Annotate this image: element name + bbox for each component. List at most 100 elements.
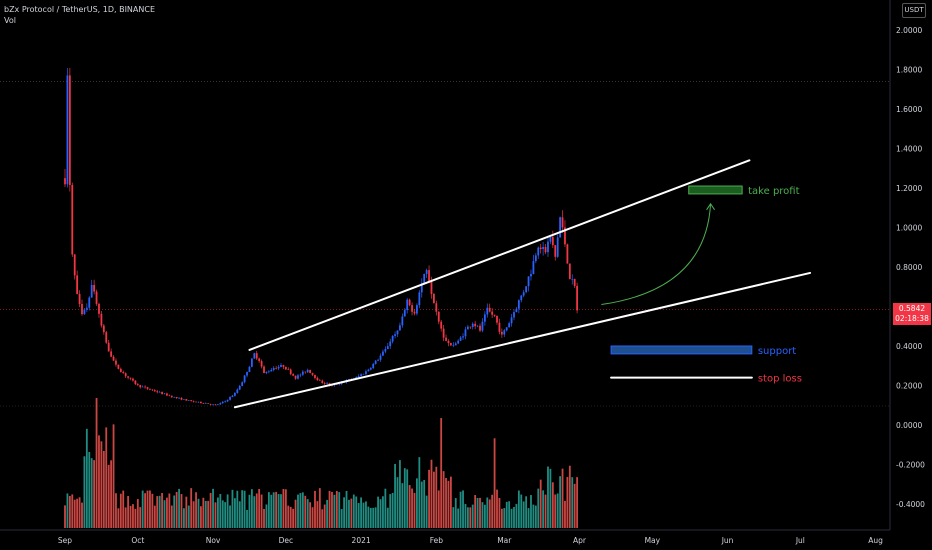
volume-bar	[170, 505, 173, 528]
candle-body	[568, 263, 571, 280]
volume-bar	[299, 493, 302, 528]
volume-bar	[139, 507, 142, 528]
candle-body	[267, 371, 270, 373]
volume-bar	[530, 495, 532, 528]
volume-bar	[270, 494, 273, 528]
time-tick-label: Jul	[795, 536, 805, 545]
candle-body	[85, 307, 88, 310]
volume-bar	[445, 478, 447, 528]
volume-bar	[399, 460, 401, 528]
candle-body	[479, 325, 481, 331]
volume-bar	[81, 502, 83, 528]
candle-body	[224, 401, 227, 402]
volume-bar	[219, 493, 222, 528]
candle-body	[508, 323, 511, 328]
candle-body	[532, 261, 535, 274]
volume-bar	[85, 428, 88, 528]
stop-loss-label: stop loss	[758, 374, 802, 385]
volume-bar	[513, 507, 515, 528]
candle-body	[493, 314, 496, 316]
volume-bar	[129, 505, 132, 528]
volume-bar	[282, 488, 285, 528]
volume-bar	[338, 492, 341, 528]
volume-bar	[525, 496, 528, 528]
volume-bar	[520, 494, 523, 528]
volume-indicator-label[interactable]: Vol	[4, 16, 16, 25]
candle-body	[289, 369, 292, 375]
volume-bar	[277, 494, 280, 528]
candle-body	[530, 273, 532, 277]
volume-bar	[263, 509, 265, 528]
volume-bar	[559, 476, 562, 528]
volume-bar	[547, 466, 549, 528]
candle-body	[248, 366, 251, 373]
candle-body	[452, 345, 455, 346]
candle-body	[491, 311, 494, 315]
volume-bar	[374, 507, 377, 528]
volume-bar	[418, 457, 421, 528]
candle-body	[134, 380, 137, 385]
volume-bar	[551, 482, 554, 528]
volume-bar	[209, 492, 212, 528]
candle-body	[321, 380, 324, 383]
volume-bar	[100, 441, 103, 528]
symbol-title[interactable]: bZx Protocol / TetherUS, 1D, BINANCE	[4, 5, 156, 14]
chart-legend: bZx Protocol / TetherUS, 1D, BINANCE Vol	[4, 4, 155, 26]
volume-bar	[408, 485, 411, 528]
candle-body	[539, 247, 542, 250]
volume-bar	[102, 451, 105, 528]
candle-body	[576, 285, 578, 311]
volume-bar	[515, 503, 518, 528]
volume-bar	[459, 491, 462, 528]
time-tick-label: Aug	[868, 536, 883, 545]
volume-bar	[394, 463, 396, 528]
candle-body	[212, 404, 214, 406]
volume-bar	[127, 495, 130, 528]
candle-body	[435, 303, 438, 312]
volume-bar	[221, 500, 224, 528]
candle-body	[357, 375, 360, 377]
candle-body	[233, 392, 236, 396]
candle-body	[372, 363, 375, 369]
volume-bar	[98, 435, 100, 528]
volume-bar	[476, 497, 479, 528]
volume-bar	[178, 488, 180, 528]
volume-bar	[309, 502, 312, 528]
candle-body	[272, 367, 275, 370]
candle-body	[408, 299, 411, 306]
candle-body	[367, 369, 370, 372]
volume-bar	[241, 490, 244, 528]
candle-body	[301, 371, 304, 375]
volume-bar	[68, 496, 71, 528]
volume-bar	[311, 507, 314, 528]
volume-bar	[496, 489, 498, 528]
volume-bar	[250, 489, 253, 528]
volume-bar	[192, 501, 195, 528]
volume-bar	[532, 504, 535, 528]
candle-body	[146, 387, 149, 389]
candle-body	[83, 309, 86, 315]
volume-bar	[382, 496, 384, 528]
volume-bar	[466, 507, 469, 528]
volume-bar	[447, 480, 450, 528]
volume-bar	[323, 504, 326, 528]
volume-bar	[88, 451, 91, 528]
volume-bar	[454, 498, 457, 528]
volume-bar	[564, 500, 566, 528]
volume-bar	[333, 494, 336, 528]
candle-body	[355, 376, 358, 379]
volume-bar	[66, 493, 69, 528]
volume-bar	[428, 469, 430, 528]
candle-body	[229, 397, 231, 400]
currency-badge[interactable]: USDT	[902, 3, 926, 18]
candle-body	[428, 270, 430, 282]
volume-bar	[229, 505, 231, 528]
candle-body	[384, 349, 387, 352]
volume-bar	[326, 499, 329, 528]
candle-body	[187, 400, 190, 401]
candle-body	[102, 325, 105, 333]
price-tick-label: 1.2000	[896, 184, 922, 193]
candle-body	[107, 342, 110, 352]
volume-bar	[168, 493, 171, 528]
